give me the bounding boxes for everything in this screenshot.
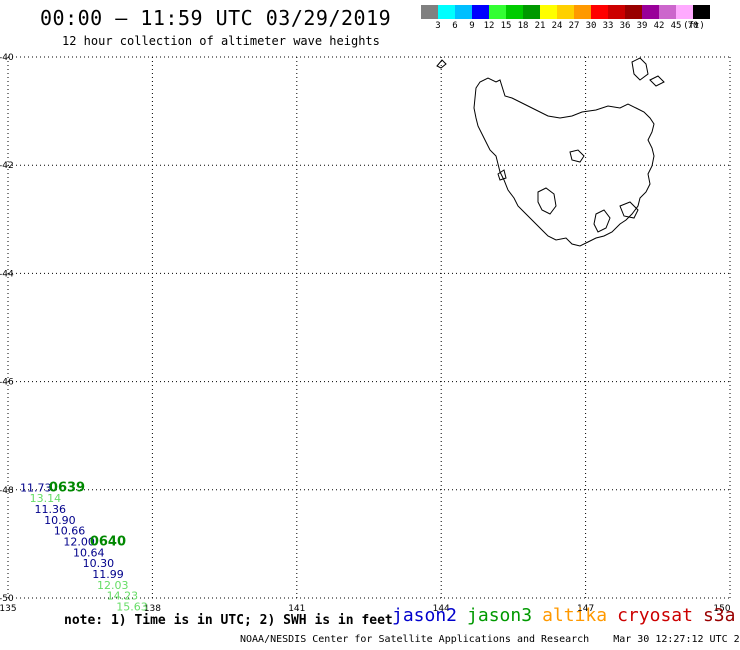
bruny-island-coast bbox=[593, 209, 611, 233]
generated-timestamp: Mar 30 12:27:12 UTC 2019 bbox=[613, 634, 740, 645]
lat-tick-label: -44 bbox=[0, 269, 14, 279]
legend-swatch bbox=[676, 5, 693, 19]
pass-time-label: 0639 bbox=[49, 480, 85, 495]
legend-label: 30 bbox=[585, 21, 597, 31]
wave-height-observation: 10.90 bbox=[44, 514, 76, 527]
legend-swatch bbox=[642, 5, 659, 19]
pass-time-label: 0640 bbox=[90, 535, 126, 550]
map-grid bbox=[7, 56, 731, 599]
legend-label: 21 bbox=[534, 21, 546, 31]
lon-tick-label: 147 bbox=[577, 604, 594, 614]
legend-swatch bbox=[625, 5, 642, 19]
legend-swatch bbox=[693, 5, 710, 19]
legend-swatches bbox=[421, 5, 710, 19]
altimeter-track: 11.7313.1411.3610.9010.6612.0010.6410.30… bbox=[20, 480, 148, 613]
legend-swatch bbox=[608, 5, 625, 19]
legend-label: 33 bbox=[602, 21, 614, 31]
lat-tick-label: -50 bbox=[0, 594, 14, 604]
flinders-island-coast bbox=[631, 57, 649, 81]
footer-note: note: 1) Time is in UTC; 2) SWH is in fe… bbox=[64, 613, 393, 628]
credit-text: NOAA/NESDIS Center for Satellite Applica… bbox=[240, 634, 590, 645]
axis-tick-labels: 135 138 141 144 147 150 -40 -42 -44 -46 -48 -50 bbox=[0, 53, 731, 614]
wave-height-observation: 13.14 bbox=[30, 492, 62, 505]
wave-height-observation: 11.36 bbox=[34, 503, 65, 516]
legend-label: 3 bbox=[435, 21, 441, 31]
wave-height-observation: 10.66 bbox=[54, 525, 86, 538]
satellite-label-s3a: s3a bbox=[702, 605, 736, 626]
satellite-label-jason3: jason3 bbox=[467, 605, 533, 626]
legend-swatch bbox=[472, 5, 489, 19]
wave-height-observation: 12.00 bbox=[63, 536, 95, 549]
lat-tick-label: -42 bbox=[0, 161, 14, 171]
tasman-peninsula-coast bbox=[619, 201, 639, 219]
legend-swatch bbox=[574, 5, 591, 19]
wave-height-color-legend: 3 6 9 12 15 18 21 24 27 30 33 36 39 42 45 70 (ft) bbox=[421, 5, 710, 33]
lat-tick-label: -48 bbox=[0, 486, 14, 496]
legend-labels: 3 6 9 12 15 18 21 24 27 30 33 36 39 42 45 70 (ft) bbox=[421, 19, 710, 33]
legend-swatch bbox=[659, 5, 676, 19]
wave-height-observation: 14.23 bbox=[107, 590, 139, 603]
legend-label: 15 bbox=[500, 21, 512, 31]
legend-swatch bbox=[455, 5, 472, 19]
legend-label: 36 bbox=[619, 21, 631, 31]
footer-credit: NOAA/NESDIS Center for Satellite Applica… bbox=[240, 634, 740, 645]
satellite-legend: jason2 jason3 altika cryosat s3a bbox=[392, 605, 740, 626]
satellite-label-altika: altika bbox=[542, 605, 608, 626]
satellite-label-cryosat: cryosat bbox=[617, 605, 693, 626]
legend-swatch bbox=[523, 5, 540, 19]
lon-tick-label: 135 bbox=[0, 604, 17, 614]
legend-label: 18 bbox=[517, 21, 529, 31]
legend-label: 6 bbox=[452, 21, 458, 31]
legend-label: 70 bbox=[687, 21, 699, 31]
wave-height-observation: 10.64 bbox=[73, 546, 105, 559]
lon-tick-label: 138 bbox=[144, 604, 161, 614]
hunter-island-coast bbox=[436, 59, 447, 69]
tasmania-coastline bbox=[436, 57, 665, 247]
tasmania-lake-2 bbox=[569, 149, 585, 163]
lat-tick-label: -40 bbox=[0, 53, 14, 63]
wave-height-observation: 15.63 bbox=[116, 600, 148, 613]
legend-swatch bbox=[557, 5, 574, 19]
page-subtitle: 12 hour collection of altimeter wave hei… bbox=[62, 34, 380, 48]
satellite-label-jason2: jason2 bbox=[392, 605, 458, 626]
legend-label: 24 bbox=[551, 21, 563, 31]
tasmania-lake bbox=[537, 187, 557, 215]
cape-barren-island-coast bbox=[649, 75, 665, 87]
legend-label: 12 bbox=[483, 21, 495, 31]
legend-swatch bbox=[591, 5, 608, 19]
legend-label: 39 bbox=[636, 21, 648, 31]
legend-label: 45 bbox=[670, 21, 682, 31]
legend-swatch bbox=[540, 5, 557, 19]
page-title: 00:00 — 11:59 UTC 03/29/2019 bbox=[40, 6, 392, 30]
legend-swatch bbox=[506, 5, 523, 19]
wave-height-observation: 11.99 bbox=[92, 568, 124, 581]
tasmania-small-lake bbox=[497, 169, 507, 181]
legend-label: 42 bbox=[653, 21, 665, 31]
lat-tick-label: -46 bbox=[0, 378, 14, 388]
legend-swatch bbox=[438, 5, 455, 19]
legend-unit: (ft) bbox=[683, 21, 705, 31]
tasmania-main-coastline bbox=[473, 77, 655, 247]
lon-tick-label: 144 bbox=[433, 604, 450, 614]
lon-tick-label: 150 bbox=[713, 604, 730, 614]
wave-height-observation: 12.03 bbox=[97, 579, 128, 592]
wave-height-observation: 10.30 bbox=[83, 557, 115, 570]
lon-tick-label: 141 bbox=[288, 604, 305, 614]
legend-swatch bbox=[489, 5, 506, 19]
legend-label: 9 bbox=[469, 21, 475, 31]
legend-label: 27 bbox=[568, 21, 580, 31]
wave-height-observation: 11.73 bbox=[20, 481, 52, 494]
legend-swatch bbox=[421, 5, 438, 19]
